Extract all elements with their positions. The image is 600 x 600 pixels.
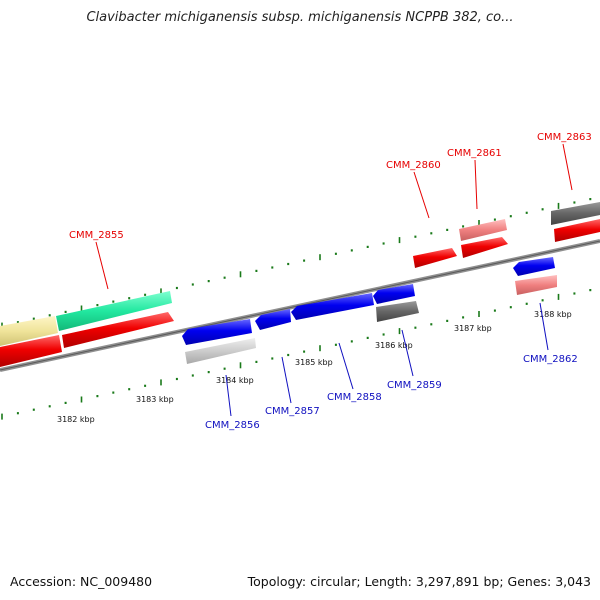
genome-stats-text: Topology: circular; Length: 3,297,891 bp… <box>247 574 591 589</box>
gene-label-cmm-2861[interactable]: CMM_2861 <box>447 148 502 159</box>
gene-feature-pink-lower[interactable] <box>515 275 557 295</box>
leader-line-cmm-2858 <box>338 342 354 390</box>
gene-label-cmm-2862[interactable]: CMM_2862 <box>523 354 578 365</box>
gene-cmm-2859[interactable] <box>373 284 415 304</box>
gene-cmm-2861[interactable] <box>461 237 508 258</box>
leader-line-cmm-2862 <box>539 302 549 351</box>
gene-label-cmm-2858[interactable]: CMM_2858 <box>327 392 382 403</box>
leader-line-cmm-2856 <box>225 374 232 417</box>
gene-feature-yellow[interactable] <box>0 316 58 346</box>
gene-feature-red-left[interactable] <box>0 335 62 367</box>
gene-label-cmm-2859[interactable]: CMM_2859 <box>387 380 442 391</box>
gene-cmm-2862[interactable] <box>513 257 555 276</box>
scale-label-3188: 3188 kbp <box>534 310 572 319</box>
gene-label-cmm-2856[interactable]: CMM_2856 <box>205 420 260 431</box>
scale-label-3184: 3184 kbp <box>216 376 254 385</box>
tick-marks-upper <box>1 198 592 329</box>
tick-marks-lower <box>1 289 592 420</box>
gene-feature-green[interactable] <box>56 291 172 331</box>
gene-cmm-2858[interactable] <box>291 293 374 320</box>
gene-cmm-2863[interactable] <box>554 219 600 242</box>
accession-text: Accession: NC_009480 <box>10 574 153 589</box>
gene-cmm-2856[interactable] <box>182 319 252 345</box>
gene-label-cmm-2860[interactable]: CMM_2860 <box>386 160 441 171</box>
scale-label-3186: 3186 kbp <box>375 341 413 350</box>
leader-line-cmm-2855 <box>95 241 109 290</box>
scale-label-3185: 3185 kbp <box>295 358 333 367</box>
leader-line-cmm-2860 <box>413 171 430 219</box>
gene-label-cmm-2863[interactable]: CMM_2863 <box>537 132 592 143</box>
scale-label-3182: 3182 kbp <box>57 415 95 424</box>
gene-feature-dark-upper[interactable] <box>551 202 600 225</box>
leader-line-cmm-2859 <box>401 329 414 377</box>
gene-feature-light-grey[interactable] <box>185 338 256 364</box>
leader-line-cmm-2861 <box>474 159 478 210</box>
gene-cmm-2860[interactable] <box>413 248 457 268</box>
gene-feature-dark-lower[interactable] <box>376 301 419 322</box>
gene-label-cmm-2855[interactable]: CMM_2855 <box>69 230 124 241</box>
leader-line-cmm-2863 <box>562 143 573 191</box>
gene-feature-pink-upper[interactable] <box>459 219 507 241</box>
scale-label-3183: 3183 kbp <box>136 395 174 404</box>
gene-label-cmm-2857[interactable]: CMM_2857 <box>265 406 320 417</box>
gene-cmm-2857[interactable] <box>255 309 291 330</box>
map-title: Clavibacter michiganensis subsp. michiga… <box>86 10 514 25</box>
leader-line-cmm-2857 <box>281 356 292 404</box>
scale-label-3187: 3187 kbp <box>454 324 492 333</box>
gene-cmm-2855[interactable] <box>62 312 174 348</box>
